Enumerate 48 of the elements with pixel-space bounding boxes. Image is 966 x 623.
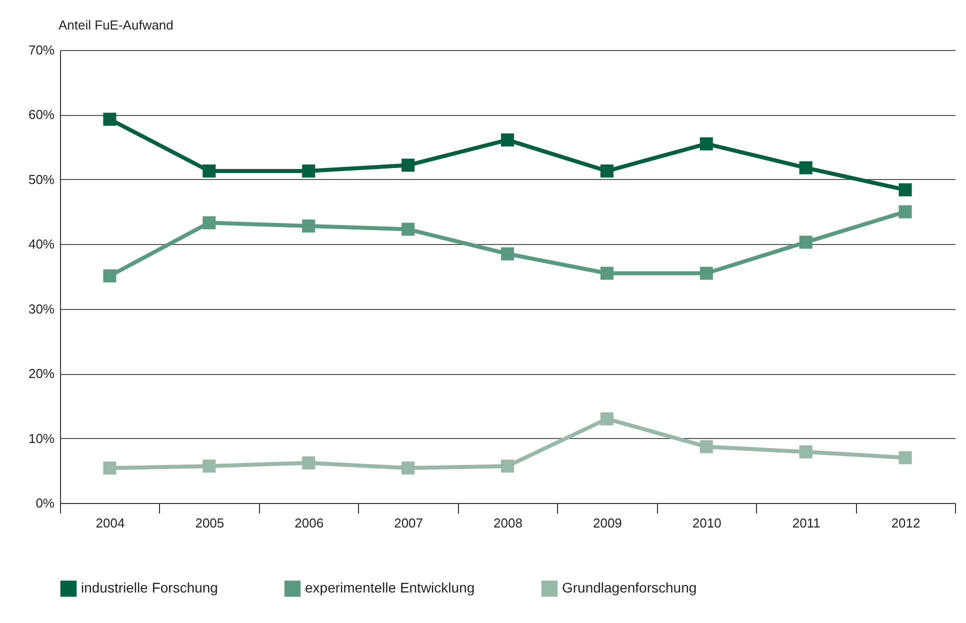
point (799, 236, 812, 249)
y-tick-label: 60% (28, 107, 55, 122)
y-tick-label: 70% (28, 42, 55, 58)
point (898, 205, 912, 218)
legend-label: Grundlagenforschung (562, 580, 697, 596)
point (500, 460, 514, 473)
point (103, 462, 116, 475)
y-axis-title: Anteil FuE-Aufwand (58, 18, 174, 32)
point (500, 133, 514, 146)
point (402, 158, 415, 172)
x-tick-label: 2008 (494, 516, 522, 530)
point (898, 183, 912, 196)
point (799, 445, 812, 458)
point (103, 112, 116, 126)
point (202, 216, 216, 230)
y-tick-label: 10% (28, 430, 55, 446)
x-tick-label: 2007 (394, 516, 424, 530)
x-tick-label: 2010 (692, 516, 722, 530)
point (302, 456, 316, 470)
point (402, 222, 415, 236)
point (799, 161, 812, 174)
point (500, 247, 514, 260)
y-tick-label: 50% (28, 172, 55, 187)
point (898, 451, 912, 464)
legend-label: industrielle Forschung (81, 580, 218, 596)
point (600, 266, 614, 280)
point (202, 460, 216, 473)
point (103, 269, 116, 282)
point (600, 412, 614, 426)
x-tick-label: 2004 (96, 516, 125, 530)
x-tick-label: 2006 (294, 516, 324, 530)
x-tick-label: 2009 (592, 516, 622, 530)
y-tick-label: 30% (28, 301, 55, 316)
point (402, 462, 415, 475)
x-tick-label: 2005 (195, 516, 224, 530)
legend-label: experimentelle Entwicklung (305, 580, 475, 596)
y-tick-label: 40% (28, 236, 55, 252)
point (700, 137, 713, 150)
point (302, 220, 316, 233)
point (202, 164, 216, 178)
point (700, 266, 713, 280)
x-tick-label: 2011 (792, 516, 820, 530)
y-tick-label: 20% (28, 366, 55, 382)
y-tick-label: 0% (36, 496, 55, 510)
point (600, 164, 614, 178)
point (700, 440, 713, 454)
x-tick-label: 2012 (891, 516, 920, 530)
point (302, 164, 316, 178)
